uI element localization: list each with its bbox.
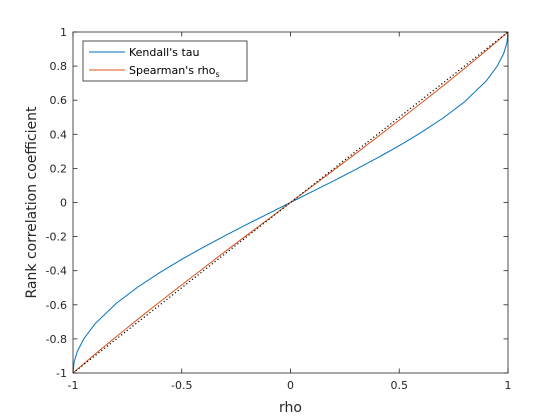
y-tick-label: -1: [56, 367, 67, 380]
legend-label: Spearman's rhos: [129, 64, 220, 79]
y-tick-label: 0: [60, 197, 67, 210]
series-layer: [72, 31, 509, 374]
y-tick-label: 0.4: [50, 128, 68, 141]
axes-layer: -1 -0.5 0 0.5 1 -1 -0.8 -0.6 -0.4 -0.2 0 0.2 0.4 0.6 0…: [46, 26, 512, 392]
y-tick-label: 0.2: [50, 162, 68, 175]
y-tick-label: -0.2: [46, 231, 67, 244]
x-tick-label: 0: [287, 379, 294, 392]
x-tick-label: 0.5: [391, 379, 409, 392]
y-axis-label: Rank correlation coefficient: [24, 106, 40, 298]
legend-label-subscript: s: [216, 70, 220, 79]
x-tick-label: -1: [68, 379, 79, 392]
legend-label: Kendall's tau: [129, 46, 200, 59]
y-tick-label: 0.8: [50, 60, 68, 73]
legend: Kendall's tau Spearman's rhos: [82, 40, 248, 82]
series-line-2: [72, 31, 509, 374]
x-axis-label: rho: [279, 400, 302, 416]
legend-box: [82, 40, 248, 82]
y-tick-label: -0.6: [46, 299, 67, 312]
y-tick-label: -0.4: [46, 265, 67, 278]
x-tick-label: -0.5: [171, 379, 192, 392]
y-tick-label: 1: [60, 26, 67, 39]
y-tick-label: 0.6: [50, 94, 68, 107]
y-tick-label: -0.8: [46, 333, 67, 346]
x-tick-label: 1: [505, 379, 512, 392]
